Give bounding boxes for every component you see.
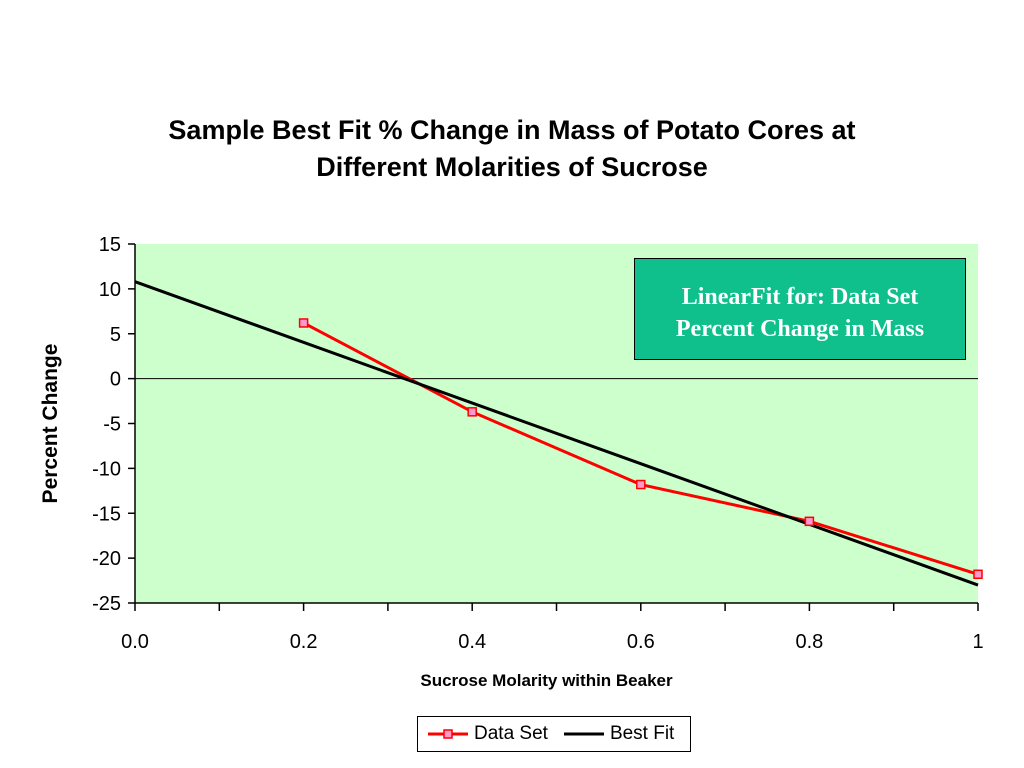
data-point xyxy=(636,479,646,490)
y-tick-label: -15 xyxy=(92,503,121,525)
y-tick-label: -10 xyxy=(92,458,121,480)
chart-title: Sample Best Fit % Change in Mass of Pota… xyxy=(0,112,1024,186)
legend-item-best-fit: Best Fit xyxy=(562,723,674,745)
linear-fit-annotation: LinearFit for: Data Set Percent Change i… xyxy=(634,258,966,360)
y-tick-label: -5 xyxy=(103,414,121,436)
y-tick-label: 5 xyxy=(110,324,121,346)
legend-label-best-fit: Best Fit xyxy=(609,723,675,744)
annotation-line-1: LinearFit for: Data Set xyxy=(681,284,919,310)
x-tick-label: 0.2 xyxy=(290,631,318,653)
chart-title-line-2: Different Molarities of Sucrose xyxy=(316,152,708,182)
legend-item-data-set: Data Set xyxy=(426,723,548,745)
annotation-line-2: Percent Change in Mass xyxy=(675,316,925,342)
x-tick-label: 0.0 xyxy=(121,631,149,653)
x-tick-label: 0.6 xyxy=(627,631,655,653)
data-point xyxy=(804,516,815,527)
chart-title-line-1: Sample Best Fit % Change in Mass of Pota… xyxy=(168,115,856,145)
x-axis-label: Sucrose Molarity within Beaker xyxy=(420,671,673,690)
y-axis-label: Percent Change xyxy=(39,344,62,504)
x-tick-label: 0.4 xyxy=(458,631,486,653)
x-tick-label: 1 xyxy=(972,631,983,653)
data-point xyxy=(467,407,477,417)
chart-legend: Data Set Best Fit xyxy=(417,716,691,752)
y-tick-label: -25 xyxy=(92,593,121,615)
best-fit-legend-swatch-icon xyxy=(563,732,604,736)
y-tick-label: -20 xyxy=(92,548,121,570)
data-point xyxy=(298,318,309,328)
series-line-best-fit xyxy=(134,280,979,587)
x-tick-label: 0.8 xyxy=(795,631,823,653)
legend-label-data-set: Data Set xyxy=(474,723,548,744)
y-tick-label: 15 xyxy=(99,234,121,256)
data-point xyxy=(973,569,983,580)
y-tick-label: 10 xyxy=(99,279,121,301)
data-set-legend-swatch-icon xyxy=(428,729,468,739)
y-tick-label: 0 xyxy=(110,369,121,391)
